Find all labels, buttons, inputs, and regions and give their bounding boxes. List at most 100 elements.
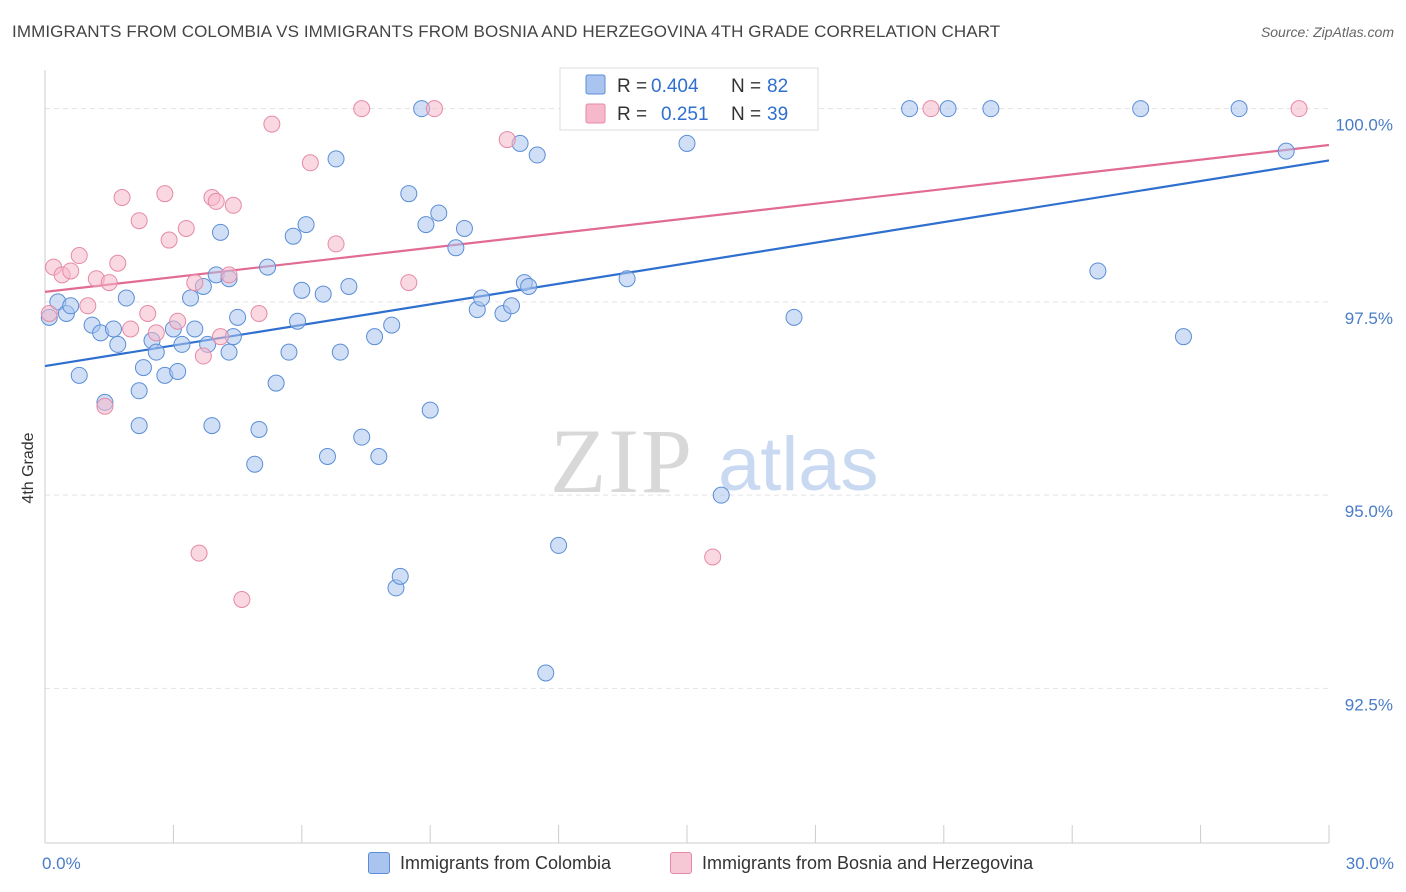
data-point-colombia	[1089, 262, 1107, 280]
data-point-bosnia	[190, 544, 208, 562]
data-point-bosnia	[160, 231, 178, 249]
data-point-colombia	[901, 100, 919, 118]
data-point-bosnia	[169, 312, 187, 330]
data-point-bosnia	[130, 212, 148, 230]
data-point-colombia	[147, 343, 165, 361]
y-axis-title: 4th Grade	[20, 432, 37, 503]
data-point-bosnia	[40, 304, 58, 322]
data-point-colombia	[678, 134, 696, 152]
data-point-colombia	[314, 285, 332, 303]
data-point-colombia	[982, 100, 1000, 118]
data-point-colombia	[528, 146, 546, 164]
stats-legend: R = 0.404 N = 82 R = 0.251 N = 39	[559, 67, 819, 131]
data-point-bosnia	[109, 254, 127, 272]
data-point-bosnia	[177, 219, 195, 237]
data-point-colombia	[430, 204, 448, 222]
data-point-bosnia	[62, 262, 80, 280]
data-point-colombia	[246, 455, 264, 473]
data-point-bosnia	[211, 328, 229, 346]
data-point-colombia	[62, 297, 80, 315]
data-point-colombia	[785, 308, 803, 326]
data-point-bosnia	[922, 100, 940, 118]
data-point-bosnia	[220, 266, 238, 284]
data-point-bosnia	[147, 324, 165, 342]
data-point-colombia	[353, 428, 371, 446]
legend-swatch-colombia	[585, 74, 606, 95]
data-point-colombia	[104, 320, 122, 338]
data-point-bosnia	[233, 591, 251, 609]
data-point-bosnia	[425, 100, 443, 118]
data-point-bosnia	[301, 154, 319, 172]
axes	[44, 70, 1330, 844]
data-point-colombia	[1230, 100, 1248, 118]
data-point-colombia	[1277, 142, 1295, 160]
legend-swatch-bosnia	[585, 103, 606, 124]
data-point-bosnia	[400, 274, 418, 292]
data-point-bosnia	[704, 548, 722, 566]
legend-r-label-bosnia: R =	[617, 104, 647, 125]
legend-label-bosnia: Immigrants from Bosnia and Herzegovina	[702, 852, 1034, 873]
data-point-colombia	[1174, 328, 1192, 346]
legend-n-value-colombia: 82	[767, 76, 788, 97]
legend-n-label-bosnia: N =	[731, 104, 761, 125]
data-point-colombia	[130, 382, 148, 400]
data-point-colombia	[366, 328, 384, 346]
data-point-colombia	[383, 316, 401, 334]
data-point-bosnia	[156, 185, 174, 203]
legend-n-label-colombia: N =	[731, 76, 761, 97]
data-point-bosnia	[1290, 100, 1308, 118]
data-point-colombia	[130, 417, 148, 435]
data-point-colombia	[259, 258, 277, 276]
data-point-colombia	[520, 277, 538, 295]
chart-title: IMMIGRANTS FROM COLOMBIA VS IMMIGRANTS F…	[12, 22, 1001, 41]
data-point-colombia	[618, 270, 636, 288]
data-point-bosnia	[224, 196, 242, 214]
data-point-bosnia	[79, 297, 97, 315]
legend-label-colombia: Immigrants from Colombia	[400, 852, 612, 873]
legend-r-label-colombia: R =	[617, 76, 647, 97]
data-point-bosnia	[353, 100, 371, 118]
data-point-bosnia	[139, 304, 157, 322]
data-point-colombia	[203, 417, 221, 435]
trend-line-bosnia	[44, 143, 1330, 293]
legend-n-value-bosnia: 39	[767, 104, 788, 125]
data-point-colombia	[447, 239, 465, 257]
data-point-colombia	[70, 366, 88, 384]
data-point-colombia	[297, 216, 315, 234]
data-point-colombia	[537, 664, 555, 682]
data-point-colombia	[455, 219, 473, 237]
legend-swatch-colombia-bottom	[368, 852, 390, 874]
data-point-colombia	[182, 289, 200, 307]
trend-line-colombia	[44, 159, 1330, 368]
data-point-colombia	[109, 335, 127, 353]
data-points	[40, 100, 1308, 682]
data-point-colombia	[370, 448, 388, 465]
data-point-colombia	[1132, 100, 1150, 118]
data-point-colombia	[340, 277, 358, 295]
legend-item-colombia: Immigrants from Colombia	[368, 852, 611, 874]
data-point-colombia	[280, 343, 298, 361]
data-point-colombia	[211, 223, 229, 241]
data-point-bosnia	[186, 274, 204, 292]
data-point-colombia	[220, 343, 238, 361]
y-tick-label: 97.5%	[1345, 309, 1393, 328]
data-point-colombia	[712, 486, 730, 504]
data-point-colombia	[186, 320, 204, 338]
data-point-colombia	[421, 401, 439, 419]
data-point-colombia	[400, 185, 418, 203]
y-tick-label: 100.0%	[1335, 116, 1393, 135]
y-tick-label: 92.5%	[1345, 695, 1393, 714]
data-point-colombia	[473, 289, 491, 307]
data-point-colombia	[134, 359, 152, 377]
data-point-colombia	[229, 308, 247, 326]
data-point-colombia	[173, 335, 191, 353]
data-point-bosnia	[113, 189, 131, 207]
data-point-colombia	[331, 343, 349, 361]
data-point-colombia	[117, 289, 135, 307]
legend-r-value-bosnia: 0.251	[661, 104, 709, 125]
data-point-bosnia	[194, 347, 212, 365]
data-point-colombia	[550, 536, 568, 554]
data-point-bosnia	[498, 131, 516, 149]
x-tick-label: 30.0%	[1346, 854, 1394, 873]
